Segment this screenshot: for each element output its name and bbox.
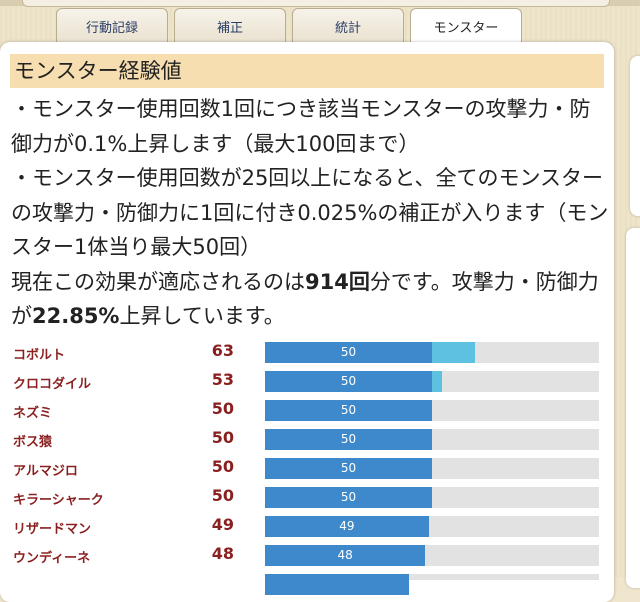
monster-count: 49 <box>211 515 234 534</box>
monster-bar-label: 50 <box>340 461 357 475</box>
tab-statistics[interactable]: 統計 <box>292 8 404 44</box>
monster-bar: 50 <box>265 400 599 421</box>
monster-bar-label: 50 <box>340 490 357 504</box>
monster-count: 50 <box>211 457 234 476</box>
monster-name: キラーシャーク <box>13 493 104 508</box>
monster-row: アルマジロ 50 50 <box>0 456 614 485</box>
monster-count: 50 <box>211 399 234 418</box>
monster-bar-label: 50 <box>340 374 357 388</box>
section-description: ・モンスター使用回数1回につき該当モンスターの攻撃力・防御力が0.1%上昇します… <box>11 92 611 334</box>
monster-bar-label: 49 <box>339 519 355 533</box>
monster-bar-base <box>265 400 432 421</box>
monster-bar-label: 50 <box>340 345 357 359</box>
monster-bar-base <box>265 429 432 450</box>
effect-count: 914回 <box>305 269 370 294</box>
monster-name: アルマジロ <box>13 464 78 479</box>
monster-bar: 50 <box>265 458 599 479</box>
monster-bar-base <box>265 516 429 537</box>
monster-bar-label: 50 <box>340 432 357 446</box>
monster-bar-extra <box>432 342 476 363</box>
effect-summary: 現在この効果が適応されるのは914回分です。攻撃力・防御力が22.85%上昇して… <box>11 265 611 334</box>
tab-action-log[interactable]: 行動記録 <box>56 8 168 44</box>
monster-name: ボス猿 <box>13 435 53 450</box>
tab-bar: 行動記録 補正 統計 モンスター <box>56 8 522 44</box>
content-card <box>0 42 614 602</box>
monster-row: ウンディーネ 48 48 <box>0 543 614 572</box>
monster-bar-base <box>265 458 432 479</box>
effect-suffix: 上昇しています。 <box>119 304 285 328</box>
monster-count: 50 <box>211 486 234 505</box>
monster-bar <box>265 574 599 595</box>
top-frame <box>0 0 640 7</box>
monster-bar: 49 <box>265 516 599 537</box>
monster-bar: 50 <box>265 429 599 450</box>
monster-bar: 48 <box>265 545 599 566</box>
effect-percent: 22.85% <box>32 304 120 328</box>
monster-name: コボルト <box>13 348 66 363</box>
monster-bar: 50 <box>265 342 599 363</box>
monster-bar-label: 50 <box>340 403 357 417</box>
monster-bar-base <box>265 574 409 595</box>
effect-mid: 分です。攻撃力・防御力が <box>11 269 599 329</box>
monster-bar-base <box>265 487 432 508</box>
monster-bar-label: 48 <box>337 548 353 562</box>
monster-count: 48 <box>211 544 234 563</box>
monster-row: ボス猿 50 50 <box>0 427 614 456</box>
monster-count: 53 <box>211 370 234 389</box>
monster-row: キラーシャーク 50 50 <box>0 485 614 514</box>
monster-name: ウンディーネ <box>13 551 91 566</box>
description-line-1: ・モンスター使用回数1回につき該当モンスターの攻撃力・防御力が0.1%上昇します… <box>11 97 591 156</box>
side-panel-top <box>630 56 640 216</box>
description-line-2: ・モンスター使用回数が25回以上になると、全てのモンスターの攻撃力・防御力に1回… <box>11 166 609 259</box>
monster-count: 50 <box>211 428 234 447</box>
monster-row: リザードマン 49 49 <box>0 514 614 543</box>
monster-row: ネズミ 50 50 <box>0 398 614 427</box>
effect-prefix: 現在この効果が適応されるのは <box>11 269 305 294</box>
monster-bar-base <box>265 371 432 392</box>
monster-count: 63 <box>211 341 234 360</box>
tab-correction[interactable]: 補正 <box>174 8 286 44</box>
monster-bar-base <box>265 342 432 363</box>
monster-row: コボルト 63 50 <box>0 340 614 369</box>
monster-name: ネズミ <box>13 406 53 421</box>
section-title: モンスター経験値 <box>10 54 604 88</box>
monster-row: クロコダイル 53 50 <box>0 369 614 398</box>
tab-monster[interactable]: モンスター <box>410 8 522 44</box>
side-panel <box>626 228 640 588</box>
monster-bar: 50 <box>265 487 599 508</box>
monster-bar-base <box>265 545 426 566</box>
top-frame-edge <box>22 0 610 7</box>
monster-row-partial <box>0 572 614 601</box>
monster-bar: 50 <box>265 371 599 392</box>
monster-name: クロコダイル <box>13 377 92 392</box>
monster-name: リザードマン <box>13 522 92 537</box>
monster-bar-extra <box>432 371 443 392</box>
